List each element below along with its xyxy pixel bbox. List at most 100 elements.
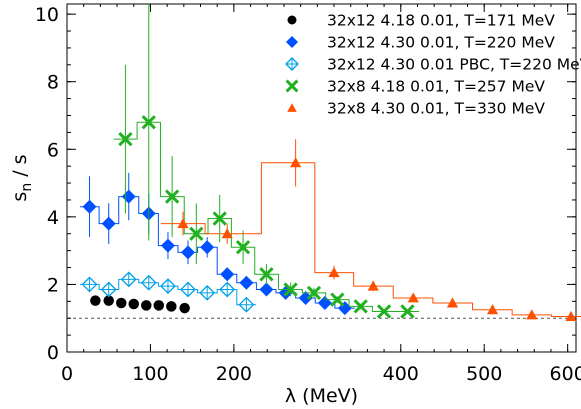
series-1 <box>90 295 190 314</box>
legend-entry-2: 32x12 4.30 0.01, T=220 MeV <box>286 34 555 52</box>
data-point <box>259 267 274 282</box>
data-point-cross <box>101 282 116 297</box>
data-point-cross <box>121 272 136 287</box>
x-tick-label: 600 <box>550 363 581 385</box>
x-tick-label: 200 <box>216 363 252 385</box>
data-point <box>164 189 180 204</box>
data-point <box>128 298 140 310</box>
x-axis-label: λ (MeV) <box>285 385 358 407</box>
x-tick-label: 0 <box>61 363 73 385</box>
x-tick-label: 400 <box>383 363 419 385</box>
legend-label: 32x12 4.30 0.01 PBC, T=220 MeV <box>327 56 581 74</box>
data-point <box>118 131 133 147</box>
data-point <box>103 295 114 306</box>
data-point <box>219 281 236 298</box>
legend: 32x12 4.18 0.01, T=171 MeV 32x12 4.30 0.0… <box>285 12 581 118</box>
legend-marker <box>285 57 299 71</box>
data-point <box>220 267 235 282</box>
data-point <box>160 278 176 295</box>
legend-entry-5: 32x8 4.30 0.01, T=330 MeV <box>287 100 545 118</box>
y-tick-label: 8 <box>47 72 59 94</box>
y-axis-label-main: s <box>9 192 31 202</box>
data-point-cross <box>200 285 215 300</box>
data-point <box>121 189 136 204</box>
y-tick-label: 2 <box>47 274 59 296</box>
data-point <box>82 199 97 214</box>
data-point <box>81 276 98 293</box>
series-5 <box>160 139 581 322</box>
data-point <box>90 295 101 306</box>
y-axis-label-tail: / s <box>9 154 31 182</box>
data-point <box>239 275 254 290</box>
x-tick-label: 100 <box>132 363 168 385</box>
data-layer <box>79 4 581 322</box>
legend-label: 32x8 4.18 0.01, T=257 MeV <box>327 78 545 96</box>
legend-entry-1: 32x12 4.18 0.01, T=171 MeV <box>287 12 555 30</box>
data-point <box>400 304 415 319</box>
data-point <box>189 226 204 241</box>
series-3 <box>79 271 256 313</box>
series-5-step-line <box>160 162 581 318</box>
y-tick-label: 6 <box>47 139 59 161</box>
data-point <box>235 240 251 255</box>
data-point <box>115 297 127 309</box>
data-point-cross <box>220 282 235 297</box>
y-tick-label: 4 <box>47 207 59 229</box>
series-4-step-line <box>113 121 420 312</box>
legend-marker-cross <box>286 58 298 70</box>
data-point <box>140 274 157 291</box>
data-point <box>166 301 177 312</box>
data-point <box>330 292 345 307</box>
data-point <box>179 302 190 314</box>
data-point <box>120 271 137 288</box>
legend-label: 32x12 4.30 0.01, T=220 MeV <box>327 34 555 52</box>
y-tick-label: 10 <box>35 4 59 26</box>
data-point <box>565 310 577 322</box>
data-point <box>200 240 215 255</box>
x-tick-label: 500 <box>466 363 502 385</box>
legend-marker <box>287 103 297 112</box>
data-point <box>290 157 302 168</box>
legend-label: 32x12 4.18 0.01, T=171 MeV <box>327 12 555 30</box>
data-point <box>100 281 117 298</box>
data-point <box>328 267 340 278</box>
data-point <box>376 304 392 319</box>
data-point <box>526 309 538 320</box>
y-axis-label: sn / s <box>9 154 35 201</box>
data-point-cross <box>141 275 156 290</box>
legend-entry-3: 32x12 4.30 0.01 PBC, T=220 MeV <box>285 56 581 74</box>
legend-entry-4: 32x8 4.18 0.01, T=257 MeV <box>285 78 545 96</box>
data-point <box>283 282 298 297</box>
data-point <box>153 300 165 311</box>
y-axis-label-sub: n <box>19 183 35 192</box>
legend-label: 32x8 4.30 0.01, T=330 MeV <box>327 100 545 118</box>
y-tick-label: 0 <box>47 342 59 364</box>
legend-marker <box>286 36 298 48</box>
data-point <box>160 238 175 253</box>
data-point-cross <box>82 277 97 292</box>
data-point <box>298 290 313 305</box>
data-point <box>353 299 368 314</box>
legend-marker <box>285 79 299 93</box>
data-point <box>238 296 255 313</box>
plot-frame <box>66 3 577 353</box>
data-point <box>446 297 459 308</box>
legend-marker <box>287 15 297 25</box>
data-point <box>180 245 195 260</box>
data-point <box>221 228 233 239</box>
data-point <box>141 300 152 311</box>
data-point <box>407 292 419 303</box>
data-point <box>259 282 274 297</box>
data-point-cross <box>160 279 175 294</box>
data-point-cross <box>180 282 195 297</box>
series-2 <box>79 172 355 316</box>
data-point-cross <box>239 297 254 312</box>
data-point <box>199 284 216 301</box>
axes-layer: 0 100 200 400 500 600 0 2 4 6 8 10 <box>35 3 581 385</box>
data-point <box>177 218 189 229</box>
data-point <box>180 281 196 298</box>
data-point <box>486 304 499 315</box>
data-point <box>212 211 227 226</box>
data-point <box>101 216 116 231</box>
